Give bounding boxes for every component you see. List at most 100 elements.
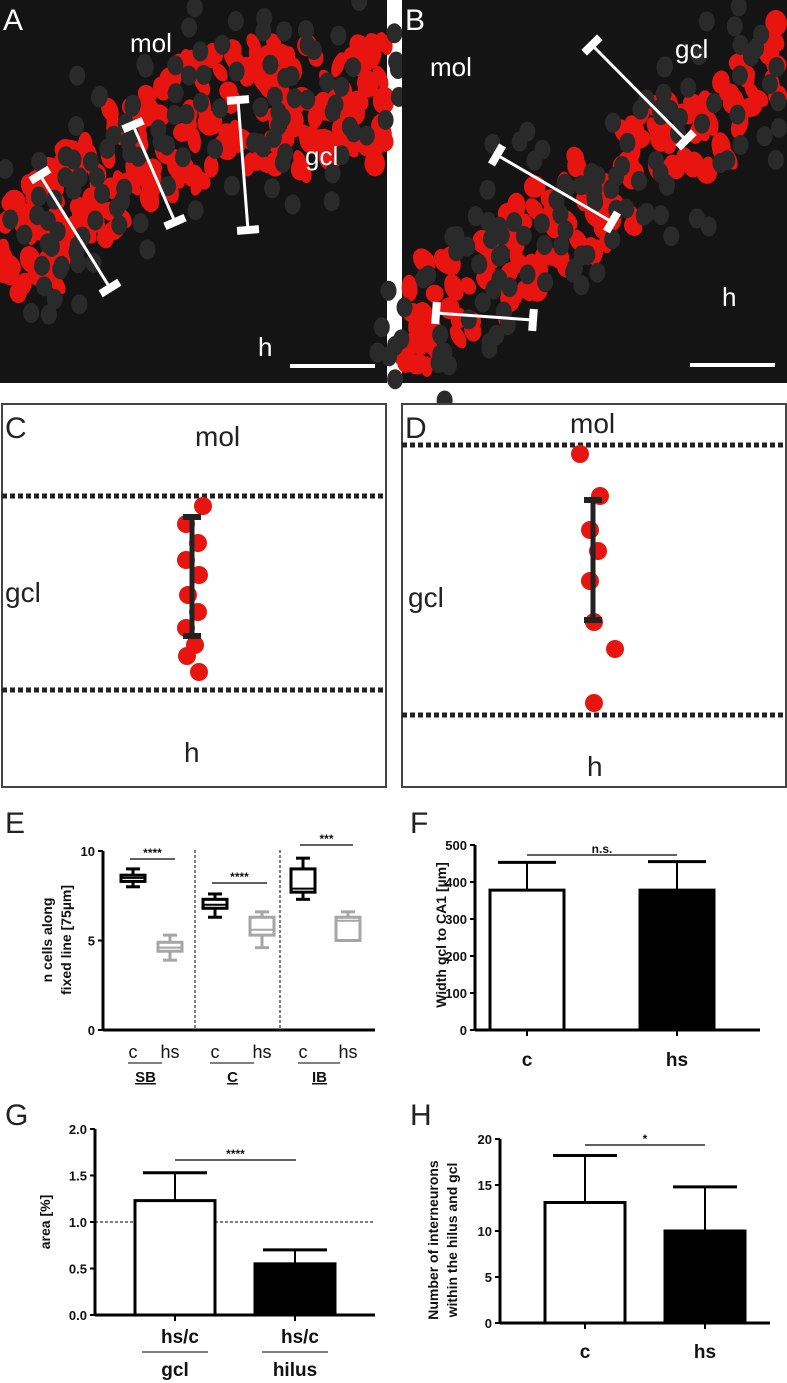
cell-background	[604, 112, 621, 133]
cell-nucleus	[299, 127, 317, 150]
cell-background	[166, 104, 183, 125]
y-axis-label: Number of interneurons	[425, 1160, 441, 1320]
cell-background	[632, 99, 649, 120]
measurement-line	[236, 99, 250, 231]
cell-background	[698, 11, 715, 32]
significance-label: ****	[230, 870, 249, 884]
cell-nucleus	[290, 109, 304, 131]
cell-background	[589, 262, 606, 283]
cell-background	[277, 143, 294, 164]
cell-background	[192, 92, 209, 113]
cell-background	[748, 38, 765, 59]
cell-nucleus	[212, 63, 228, 82]
cell-background	[732, 34, 749, 55]
cell-background	[756, 126, 773, 147]
cell-dot	[581, 572, 599, 590]
cell-background	[286, 88, 303, 109]
box	[248, 915, 276, 937]
cell-dot	[194, 497, 212, 515]
cell-background	[124, 94, 141, 115]
bar	[253, 1262, 337, 1317]
cell-background	[501, 277, 518, 298]
measurement-cap	[675, 129, 697, 151]
cell-nucleus	[372, 86, 395, 111]
cell-nucleus	[363, 43, 382, 70]
chart-e-boxplot: 0 5 10 n cells along fixed line [75µm] c hs ***…	[39, 832, 375, 1086]
chart-f-bar: 0 100 200 300 400 500 Width gcl to CA1 [µm] n.s…	[433, 838, 760, 1071]
cell-dot	[581, 521, 599, 539]
x-tick-label: hs	[160, 1042, 179, 1062]
cell-background	[536, 235, 553, 256]
cell-background	[630, 170, 647, 191]
x-tick-label: c	[522, 1050, 533, 1071]
cell-nucleus	[9, 282, 27, 304]
measurement-cap	[584, 497, 602, 503]
label-gcl: gcl	[305, 141, 338, 171]
x-sublabel: hilus	[273, 1360, 317, 1381]
cell-background	[116, 178, 133, 199]
measurement-cap	[226, 95, 250, 105]
cell-background	[706, 93, 723, 114]
panel-letter: E	[5, 807, 25, 840]
measurement-cap	[431, 301, 441, 325]
y-tick-label: 500	[445, 838, 467, 853]
cell-nucleus	[138, 92, 155, 113]
cell-background	[136, 53, 153, 74]
cell-background	[771, 117, 787, 138]
label-h: h	[722, 282, 736, 312]
cell-background	[387, 369, 404, 390]
x-tick-label: hs	[694, 1342, 716, 1363]
cell-background	[122, 143, 139, 164]
cell-background	[270, 115, 287, 136]
cell-nucleus	[444, 274, 464, 301]
nuclei-layer	[0, 0, 407, 325]
cell-background	[663, 226, 680, 247]
cell-background	[694, 113, 711, 134]
cell-background	[0, 158, 14, 179]
cell-background	[680, 77, 697, 98]
cell-background	[266, 86, 283, 107]
measurement-cap	[584, 617, 602, 623]
cell-background	[485, 279, 502, 300]
cell-nucleus	[712, 74, 729, 95]
cell-nucleus	[3, 189, 26, 213]
cell-background	[16, 224, 33, 245]
cell-nucleus	[449, 325, 467, 349]
cell-background	[23, 302, 40, 323]
cell-background	[726, 16, 743, 37]
cell-background	[333, 145, 350, 166]
cell-background	[228, 61, 245, 82]
x-sublabel: gcl	[161, 1360, 188, 1381]
cell-background	[526, 150, 543, 171]
measurement-cap	[98, 278, 122, 298]
cell-background	[729, 104, 746, 125]
cell-background	[537, 272, 554, 293]
cell-background	[180, 65, 197, 86]
cell-background	[583, 162, 600, 183]
significance-label: *	[643, 1132, 648, 1146]
cell-background	[557, 220, 574, 241]
label-h: h	[184, 737, 200, 768]
measurement-line	[435, 311, 534, 322]
cell-background	[358, 125, 375, 146]
cell-background	[519, 264, 536, 285]
cell-background	[386, 23, 403, 44]
cell-dot	[190, 663, 208, 681]
cell-background	[46, 289, 63, 310]
significance-label: ***	[319, 832, 333, 846]
bar	[543, 1200, 627, 1325]
cell-dot	[178, 647, 196, 665]
cell-background	[499, 315, 516, 336]
group-label: IB	[312, 1069, 327, 1086]
cell-nucleus	[0, 238, 10, 265]
y-tick-label: 300	[445, 912, 467, 927]
y-tick-label: 400	[445, 875, 467, 890]
y-tick-label: 200	[445, 949, 467, 964]
cell-background	[160, 175, 177, 196]
cell-nucleus	[203, 155, 219, 178]
cell-background	[515, 225, 532, 246]
panel-letter: A	[3, 4, 23, 37]
cell-background	[767, 149, 784, 170]
cell-background	[31, 151, 48, 172]
cell-background	[150, 119, 167, 140]
